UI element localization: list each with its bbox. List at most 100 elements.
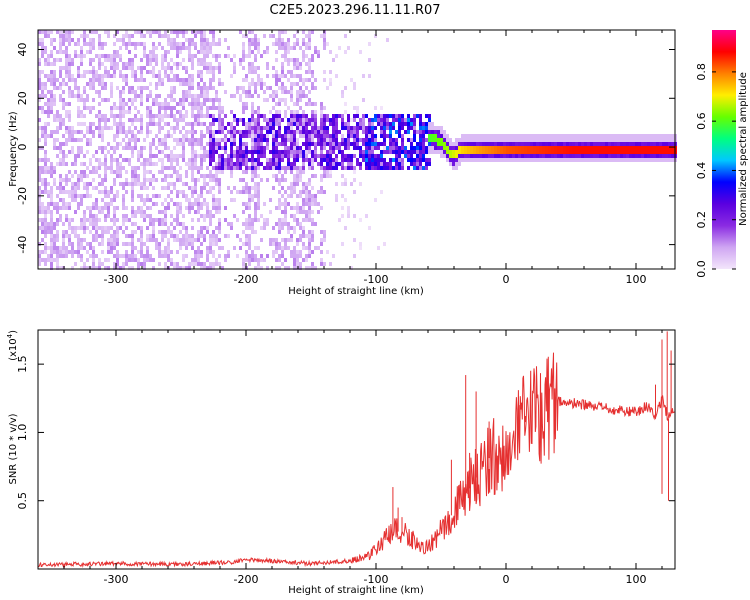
heatmap-cell: [71, 78, 74, 82]
heatmap-cell: [38, 74, 41, 78]
heatmap-cell: [299, 86, 302, 90]
heatmap-cell: [77, 70, 80, 74]
heatmap-cell: [287, 222, 290, 226]
heatmap-cell: [254, 66, 257, 70]
heatmap-cell: [500, 158, 503, 162]
heatmap-cell: [221, 166, 224, 170]
heatmap-cell: [164, 178, 167, 182]
heatmap-cell: [233, 138, 236, 142]
heatmap-cell: [251, 174, 254, 178]
heatmap-cell: [314, 194, 317, 198]
heatmap-cell: [296, 258, 299, 262]
heatmap-cell: [83, 182, 86, 186]
heatmap-cell: [566, 138, 569, 142]
heatmap-cell: [272, 162, 275, 166]
heatmap-cell: [233, 214, 236, 218]
heatmap-cell: [419, 126, 422, 130]
heatmap-cell: [101, 114, 104, 118]
heatmap-cell: [59, 186, 62, 190]
heatmap-cell: [140, 226, 143, 230]
heatmap-cell: [665, 150, 668, 154]
heatmap-cell: [569, 142, 572, 146]
heatmap-cell: [92, 42, 95, 46]
heatmap-cell: [161, 166, 164, 170]
heatmap-cell: [44, 182, 47, 186]
heatmap-cell: [572, 150, 575, 154]
heatmap-cell: [47, 110, 50, 114]
heatmap-cell: [314, 130, 317, 134]
heatmap-cell: [140, 94, 143, 98]
snr-ylabel: SNR (10 * v/v): [8, 413, 19, 484]
heatmap-cell: [152, 234, 155, 238]
heatmap-cell: [314, 110, 317, 114]
heatmap-cell: [161, 62, 164, 66]
heatmap-cell: [92, 202, 95, 206]
heatmap-cell: [242, 106, 245, 110]
heatmap-cell: [266, 138, 269, 142]
heatmap-cell: [269, 166, 272, 170]
heatmap-cell: [626, 150, 629, 154]
heatmap-cell: [323, 234, 326, 238]
heatmap-cell: [173, 266, 176, 270]
heatmap-cell: [44, 158, 47, 162]
heatmap-cell: [377, 246, 380, 250]
heatmap-cell: [302, 206, 305, 210]
heatmap-cell: [197, 98, 200, 102]
heatmap-cell: [536, 142, 539, 146]
heatmap-cell: [281, 150, 284, 154]
heatmap-cell: [293, 110, 296, 114]
heatmap-cell: [65, 46, 68, 50]
heatmap-cell: [167, 206, 170, 210]
heatmap-cell: [167, 130, 170, 134]
heatmap-cell: [74, 82, 77, 86]
heatmap-cell: [113, 70, 116, 74]
heatmap-cell: [251, 118, 254, 122]
heatmap-cell: [71, 190, 74, 194]
heatmap-cell: [560, 150, 563, 154]
heatmap-cell: [365, 154, 368, 158]
heatmap-cell: [287, 230, 290, 234]
heatmap-cell: [209, 30, 212, 34]
heatmap-cell: [113, 182, 116, 186]
heatmap-cell: [242, 222, 245, 226]
heatmap-cell: [389, 134, 392, 138]
heatmap-cell: [152, 46, 155, 50]
heatmap-cell: [308, 62, 311, 66]
heatmap-cell: [581, 146, 584, 150]
heatmap-cell: [158, 82, 161, 86]
heatmap-cell: [425, 130, 428, 134]
heatmap-cell: [182, 82, 185, 86]
heatmap-cell: [326, 130, 329, 134]
heatmap-cell: [299, 118, 302, 122]
heatmap-cell: [461, 158, 464, 162]
heatmap-cell: [59, 182, 62, 186]
heatmap-cell: [248, 246, 251, 250]
heatmap-cell: [368, 122, 371, 126]
heatmap-cell: [389, 162, 392, 166]
heatmap-cell: [107, 266, 110, 270]
heatmap-cell: [242, 118, 245, 122]
heatmap-cell: [137, 138, 140, 142]
heatmap-cell: [107, 58, 110, 62]
heatmap-cell: [596, 134, 599, 138]
heatmap-cell: [59, 178, 62, 182]
heatmap-cell: [149, 234, 152, 238]
heatmap-cell: [269, 210, 272, 214]
heatmap-cell: [50, 74, 53, 78]
heatmap-cell: [266, 146, 269, 150]
heatmap-cell: [401, 126, 404, 130]
heatmap-cell: [74, 230, 77, 234]
heatmap-cell: [299, 134, 302, 138]
heatmap-cell: [188, 90, 191, 94]
heatmap-cell: [200, 214, 203, 218]
heatmap-cell: [239, 154, 242, 158]
heatmap-cell: [302, 258, 305, 262]
heatmap-cell: [203, 82, 206, 86]
heatmap-cell: [188, 202, 191, 206]
heatmap-cell: [89, 214, 92, 218]
heatmap-cell: [257, 74, 260, 78]
heatmap-cell: [506, 154, 509, 158]
heatmap-cell: [314, 246, 317, 250]
heatmap-cell: [200, 106, 203, 110]
heatmap-cell: [53, 102, 56, 106]
